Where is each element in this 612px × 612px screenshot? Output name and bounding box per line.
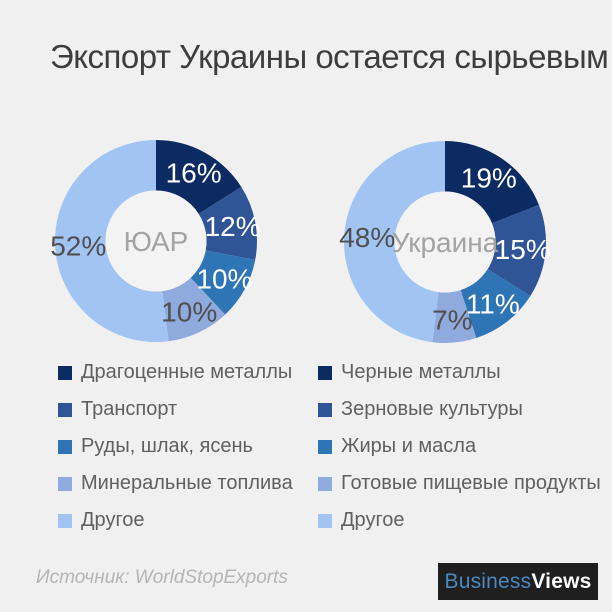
legend-swatch-icon: [318, 402, 332, 417]
legend-item: Готовые пищевые продукты: [318, 472, 601, 495]
legend-swatch-icon: [318, 439, 332, 454]
donut-segment: [198, 186, 258, 260]
donut-segment: [432, 290, 477, 343]
legend-item: Драгоценные металлы: [58, 361, 293, 384]
legend-swatch-icon: [318, 476, 332, 491]
donut-segment-label: 12%: [205, 211, 261, 242]
logo-text-secondary: Views: [531, 569, 592, 593]
donut-segment: [54, 140, 169, 343]
donut-segment-label: 7%: [432, 305, 472, 336]
donut-hole: [105, 190, 207, 292]
legend-label: Другое: [341, 509, 405, 531]
legend-swatch-icon: [58, 476, 72, 491]
donut-segment-label: 52%: [50, 231, 106, 262]
source-note: Источник: WorldStopExports: [36, 567, 288, 588]
legend-label: Готовые пищевые продукты: [341, 472, 601, 494]
legend-item: Жиры и масла: [318, 435, 601, 458]
legend-item: Минеральные топлива: [58, 472, 293, 495]
donut-segment: [460, 269, 531, 339]
legend-swatch-icon: [58, 439, 72, 454]
ukraine-legend: Черные металлы Зерновые культуры Жиры и ма…: [318, 361, 601, 532]
donut-segment-label: 10%: [161, 296, 217, 327]
donut-segment: [445, 141, 539, 224]
south-africa-donut-chart: 16% 12% 10% 10% 52% ЮАР: [50, 139, 261, 343]
donut-segment: [487, 204, 547, 297]
donut-segment: [190, 250, 256, 315]
legend-swatch-icon: [58, 513, 72, 528]
legend-label: Другое: [81, 509, 145, 531]
donut-segment-label: 19%: [461, 162, 517, 193]
legend-swatch-icon: [58, 365, 72, 380]
donut-segment: [156, 140, 242, 214]
donut-center-label: ЮАР: [124, 226, 189, 257]
legend-label: Транспорт: [81, 398, 178, 420]
south-africa-legend: Драгоценные металлы Транспорт Руды, шлак, …: [58, 361, 293, 532]
donut-segment-label: 11%: [466, 288, 520, 319]
legend-label: Зерновые культуры: [341, 398, 523, 420]
donut-center-label: Украина: [392, 227, 499, 258]
legend-item: Другое: [318, 509, 601, 532]
legend-label: Черные металлы: [341, 361, 501, 383]
legend-item: Зерновые культуры: [318, 398, 601, 421]
legend-label: Минеральные топлива: [81, 472, 293, 494]
donut-segment-label: 10%: [196, 263, 252, 294]
donut-segment-label: 15%: [495, 234, 551, 265]
legend-label: Руды, шлак, ясень: [81, 435, 253, 457]
legend-swatch-icon: [318, 513, 332, 528]
logo-text-primary: Business: [444, 569, 532, 593]
donut-segment: [162, 277, 226, 342]
legend-item: Руды, шлак, ясень: [58, 435, 293, 458]
donut-segment-label: 16%: [166, 157, 222, 188]
legend-swatch-icon: [58, 402, 72, 417]
legend-item: Черные металлы: [318, 361, 601, 384]
donut-hole: [394, 191, 496, 293]
donut-segment-label: 48%: [339, 222, 395, 253]
legend-label: Жиры и масла: [341, 435, 477, 457]
businessviews-logo: Business Views: [438, 563, 598, 600]
legend-label: Драгоценные металлы: [81, 361, 293, 383]
legend-item: Транспорт: [58, 398, 293, 421]
ukraine-donut-chart: 19% 15% 11% 7% 48% Украина: [339, 140, 551, 344]
legend-swatch-icon: [318, 365, 332, 380]
page-title: Экспорт Украины остается сырьевым: [50, 38, 609, 75]
legend-item: Другое: [58, 509, 293, 532]
